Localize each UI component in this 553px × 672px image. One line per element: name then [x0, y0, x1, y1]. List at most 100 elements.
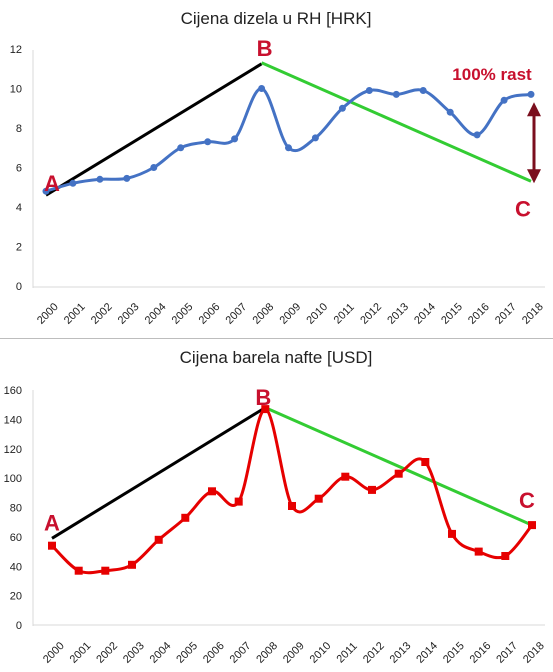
data-point — [473, 131, 481, 139]
data-point — [181, 513, 190, 522]
data-point — [421, 458, 430, 466]
data-point — [96, 175, 104, 183]
data-point — [288, 502, 296, 510]
data-point — [368, 485, 376, 494]
data-point — [74, 566, 83, 575]
series-path — [50, 407, 534, 575]
y-tick-labels: 0 2 4 6 8 10 12 — [10, 44, 22, 293]
data-point — [311, 134, 319, 142]
data-point — [528, 521, 536, 530]
point-label-a: A — [44, 510, 60, 535]
x-tick-label: 2010 — [308, 640, 334, 666]
data-point — [285, 144, 292, 152]
x-tick-label: 2005 — [174, 640, 200, 666]
data-point — [392, 90, 400, 98]
data-point — [474, 547, 483, 556]
x-tick-label: 2003 — [121, 640, 147, 666]
series-markers — [42, 85, 535, 195]
point-label-c: C — [515, 196, 531, 221]
data-point — [204, 138, 212, 146]
x-tick-label: 2007 — [228, 640, 254, 666]
x-tick-label: 2015 — [441, 640, 467, 666]
point-label-b: B — [257, 36, 273, 61]
data-point — [123, 174, 131, 182]
y-tick-label: 160 — [4, 385, 22, 397]
y-tick-label: 10 — [10, 84, 22, 96]
data-point — [341, 472, 350, 481]
growth-arrow — [527, 102, 541, 184]
x-tick-label: 2000 — [41, 640, 67, 666]
trend-lines — [45, 61, 532, 197]
x-tick-label: 2002 — [94, 640, 120, 666]
data-point — [501, 552, 510, 560]
y-tick-label: 2 — [16, 242, 22, 254]
data-point — [500, 96, 508, 104]
data-point — [446, 108, 454, 116]
data-point — [314, 494, 323, 503]
point-label-b: B — [255, 385, 271, 410]
y-tick-label: 12 — [10, 44, 22, 56]
x-tick-label: 2013 — [388, 640, 414, 666]
data-point — [69, 179, 77, 187]
x-tick-label: 2014 — [414, 640, 440, 666]
data-point — [128, 560, 136, 569]
y-tick-label: 4 — [16, 202, 22, 214]
data-point — [101, 566, 110, 575]
x-tick-label: 2004 — [148, 640, 174, 666]
data-point — [448, 529, 456, 538]
x-tick-label: 2012 — [361, 640, 387, 666]
y-tick-label: 0 — [16, 620, 22, 632]
data-point — [394, 469, 403, 478]
x-tick-label: 2001 — [68, 640, 94, 666]
point-labels: A B C 100% rast — [44, 36, 532, 222]
trend-lines — [51, 406, 533, 540]
chart-title: Cijena dizela u RH [HRK] — [181, 9, 372, 28]
arrow-head-down — [527, 169, 541, 184]
point-label-c: C — [519, 488, 535, 513]
data-point — [177, 144, 185, 152]
data-point — [338, 104, 346, 112]
data-point — [527, 90, 535, 98]
data-point — [258, 85, 266, 92]
y-tick-label: 20 — [10, 591, 22, 603]
x-tick-label: 2018 — [521, 640, 547, 666]
data-point — [150, 164, 158, 171]
data-point — [365, 87, 373, 94]
y-tick-label: 0 — [16, 281, 22, 293]
point-label-a: A — [44, 171, 60, 196]
point-labels: A B C — [44, 385, 535, 535]
y-tick-label: 8 — [16, 123, 22, 135]
trend-line — [260, 61, 532, 183]
x-tick-label: 2008 — [254, 640, 280, 666]
trend-line — [264, 406, 533, 527]
series-line — [50, 407, 534, 575]
y-tick-label: 140 — [4, 414, 22, 426]
y-tick-label: 6 — [16, 163, 22, 175]
series-markers — [48, 405, 536, 575]
data-point — [154, 535, 163, 544]
y-tick-label: 80 — [10, 503, 22, 515]
data-point — [261, 405, 270, 414]
x-tick-label: 2011 — [335, 640, 360, 665]
y-tick-label: 120 — [4, 444, 22, 456]
y-tick-label: 40 — [10, 561, 22, 573]
y-tick-label: 60 — [10, 532, 22, 544]
x-tick-label: 2009 — [281, 640, 307, 666]
x-tick-label: 2017 — [494, 640, 520, 666]
x-tick-labels: 2000 2001 2002 2003 2004 2005 2006 2007 2008 2009… — [41, 640, 547, 666]
data-point — [42, 187, 50, 195]
y-tick-label: 100 — [4, 473, 22, 485]
trend-line — [51, 406, 267, 540]
data-point — [208, 487, 216, 496]
data-point — [231, 135, 239, 143]
data-point — [48, 541, 56, 550]
x-tick-label: 2006 — [201, 640, 227, 666]
data-point — [419, 87, 427, 94]
chart-title: Cijena barela nafte [USD] — [180, 348, 373, 367]
growth-label: 100% rast — [452, 65, 532, 84]
x-tick-label: 2016 — [468, 640, 494, 666]
trend-line — [45, 62, 263, 197]
